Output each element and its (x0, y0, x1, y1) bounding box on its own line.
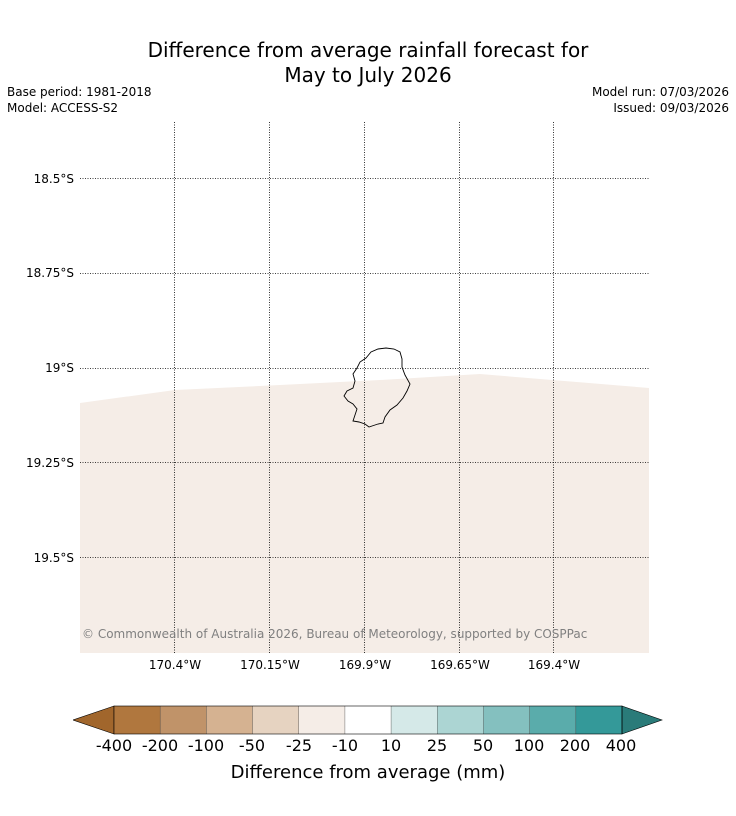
model-label: Model: ACCESS-S2 (7, 101, 119, 115)
colorbar-tick: -400 (95, 736, 133, 755)
lat-label-18-5: 18.5°S (33, 172, 74, 186)
colorbar-low-extend (72, 705, 115, 735)
colorbar-tick: 10 (380, 736, 402, 755)
colorbar-tick: 100 (513, 736, 545, 755)
colorbar-title: Difference from average (mm) (230, 762, 506, 783)
colorbar-tick: 400 (605, 736, 637, 755)
colorbar-segment (391, 706, 438, 734)
colorbar-segment (483, 706, 530, 734)
lon-label-169-4: 169.4°W (527, 658, 581, 672)
lat-label-18-75: 18.75°S (26, 266, 74, 280)
chart-title: Difference from average rainfall forecas… (0, 38, 736, 88)
issued-label: Issued: 09/03/2026 (613, 101, 729, 115)
model-run-label: Model run: 07/03/2026 (591, 85, 729, 99)
colorbar-segment (298, 706, 346, 734)
colorbar-segment (344, 706, 392, 734)
island-outline (343, 347, 411, 428)
colorbar-tick: -100 (187, 736, 225, 755)
colorbar-segment (575, 706, 623, 734)
colorbar-tick: -50 (238, 736, 266, 755)
meta-left: Base period: 1981-2018 Model: ACCESS-S2 (7, 84, 152, 116)
base-period-label: Base period: 1981-2018 (7, 85, 152, 99)
map-area[interactable]: © Commonwealth of Australia 2026, Bureau… (80, 122, 649, 653)
colorbar-tick: 200 (559, 736, 591, 755)
title-line-2: May to July 2026 (284, 63, 452, 87)
colorbar (72, 705, 663, 735)
forecast-region (80, 374, 649, 653)
colorbar-segment (160, 706, 207, 734)
colorbar-tick: -25 (285, 736, 313, 755)
colorbar-tick: 50 (472, 736, 494, 755)
title-line-1: Difference from average rainfall forecas… (147, 38, 589, 62)
graticule (80, 122, 649, 653)
colorbar-segments (114, 706, 623, 734)
lat-label-19-25: 19.25°S (26, 456, 74, 470)
colorbar-tick: -10 (331, 736, 359, 755)
copyright-notice: © Commonwealth of Australia 2026, Bureau… (82, 627, 588, 641)
colorbar-segment (114, 706, 161, 734)
colorbar-tick: -200 (141, 736, 179, 755)
map-canvas (80, 122, 649, 653)
colorbar-segment (529, 706, 577, 734)
lon-label-170-4: 170.4°W (148, 658, 202, 672)
lon-label-169-9: 169.9°W (338, 658, 392, 672)
meta-right: Model run: 07/03/2026 Issued: 09/03/2026 (592, 84, 729, 116)
lat-label-19: 19°S (45, 361, 74, 375)
lon-label-170-15: 170.15°W (240, 658, 300, 672)
colorbar-tick: 25 (426, 736, 448, 755)
lon-label-169-65: 169.65°W (430, 658, 490, 672)
colorbar-frame (113, 705, 623, 735)
colorbar-segment (252, 706, 300, 734)
colorbar-segment (206, 706, 253, 734)
colorbar-svg (72, 705, 663, 735)
lat-label-19-5: 19.5°S (33, 551, 74, 565)
colorbar-segment (437, 706, 484, 734)
colorbar-high-extend (621, 705, 663, 735)
